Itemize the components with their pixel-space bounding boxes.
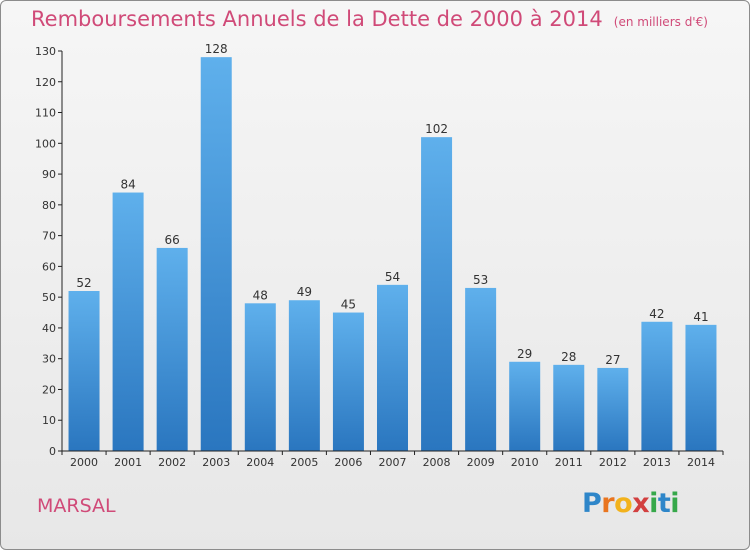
bar-value-label: 48 bbox=[253, 288, 268, 302]
x-tick-label: 2012 bbox=[599, 456, 627, 469]
x-tick-label: 2014 bbox=[687, 456, 715, 469]
bar-value-label: 53 bbox=[473, 273, 488, 287]
bar-value-label: 28 bbox=[561, 350, 576, 364]
bar-2003 bbox=[200, 57, 232, 452]
y-tick-label: 10 bbox=[42, 414, 56, 427]
logo-letter: i bbox=[649, 488, 658, 519]
x-tick-label: 2002 bbox=[158, 456, 186, 469]
logo-letter: r bbox=[601, 488, 615, 519]
logo-letter: i bbox=[670, 488, 680, 519]
bar-value-label: 128 bbox=[205, 42, 228, 56]
y-tick-label: 20 bbox=[42, 383, 56, 396]
x-tick-label: 2003 bbox=[202, 456, 230, 469]
x-tick-label: 2010 bbox=[511, 456, 539, 469]
chart-title: Remboursements Annuels de la Dette de 20… bbox=[31, 7, 603, 31]
bars: 52 84 66 128 48 49 45 54 102 53 29 28 27 42 41 bbox=[68, 42, 717, 452]
x-tick-label: 2001 bbox=[114, 456, 142, 469]
bar-2012 bbox=[597, 367, 629, 451]
x-tick-label: 2006 bbox=[334, 456, 362, 469]
logo-letter: o bbox=[614, 488, 633, 519]
bar-value-label: 52 bbox=[76, 276, 91, 290]
bar-value-label: 29 bbox=[517, 347, 532, 361]
bar-2000 bbox=[68, 291, 100, 451]
y-tick-label: 40 bbox=[42, 322, 56, 335]
proxiti-logo: Proxiti bbox=[582, 488, 680, 519]
bar-value-label: 54 bbox=[385, 270, 400, 284]
bar-value-label: 42 bbox=[649, 307, 664, 321]
y-tick-label: 130 bbox=[35, 45, 56, 58]
y-tick-label: 50 bbox=[42, 291, 56, 304]
bar-2010 bbox=[509, 361, 541, 451]
bar-2004 bbox=[244, 303, 276, 451]
y-tick-label: 60 bbox=[42, 260, 56, 273]
y-tick-label: 100 bbox=[35, 137, 56, 150]
x-tick-label: 2009 bbox=[467, 456, 495, 469]
y-tick-label: 0 bbox=[49, 445, 56, 458]
y-tick-label: 80 bbox=[42, 199, 56, 212]
bar-value-label: 66 bbox=[165, 233, 180, 247]
bar-2009 bbox=[465, 287, 497, 451]
y-axis: 0 10 20 30 40 50 60 70 80 90 100 110 120 130 bbox=[35, 45, 63, 458]
bar-value-label: 41 bbox=[693, 310, 708, 324]
x-tick-label: 2011 bbox=[555, 456, 583, 469]
bar-2013 bbox=[641, 321, 673, 451]
chart-subtitle: (en milliers d'€) bbox=[613, 15, 708, 29]
x-tick-label: 2000 bbox=[70, 456, 98, 469]
bar-value-label: 84 bbox=[120, 178, 135, 192]
x-axis: 2000 2001 2002 2003 2004 2005 2006 2007 2008 2009… bbox=[61, 450, 724, 469]
x-tick-label: 2007 bbox=[379, 456, 407, 469]
bar-2005 bbox=[288, 300, 320, 451]
y-tick-label: 70 bbox=[42, 230, 56, 243]
y-tick-label: 110 bbox=[35, 107, 56, 120]
bar-2014 bbox=[685, 324, 717, 451]
bar-2002 bbox=[156, 247, 188, 451]
logo-letter: t bbox=[657, 488, 671, 519]
location-name: MARSAL bbox=[37, 495, 116, 517]
logo-letter: x bbox=[632, 488, 650, 519]
x-tick-label: 2008 bbox=[423, 456, 451, 469]
y-tick-label: 120 bbox=[35, 76, 56, 89]
title-line: Remboursements Annuels de la Dette de 20… bbox=[31, 7, 708, 31]
x-tick-label: 2005 bbox=[290, 456, 318, 469]
bar-2008 bbox=[421, 137, 453, 451]
y-tick-label: 30 bbox=[42, 353, 56, 366]
bar-value-label: 27 bbox=[605, 353, 620, 367]
logo-letter: P bbox=[582, 488, 602, 519]
y-tick-label: 90 bbox=[42, 168, 56, 181]
bar-2001 bbox=[112, 192, 144, 452]
x-tick-label: 2013 bbox=[643, 456, 671, 469]
x-tick-label: 2004 bbox=[246, 456, 274, 469]
bar-2006 bbox=[332, 312, 364, 451]
bar-2011 bbox=[553, 364, 585, 451]
bar-2007 bbox=[377, 284, 408, 451]
bar-value-label: 102 bbox=[425, 122, 448, 136]
bar-value-label: 49 bbox=[297, 285, 312, 299]
bar-value-label: 45 bbox=[341, 298, 356, 312]
